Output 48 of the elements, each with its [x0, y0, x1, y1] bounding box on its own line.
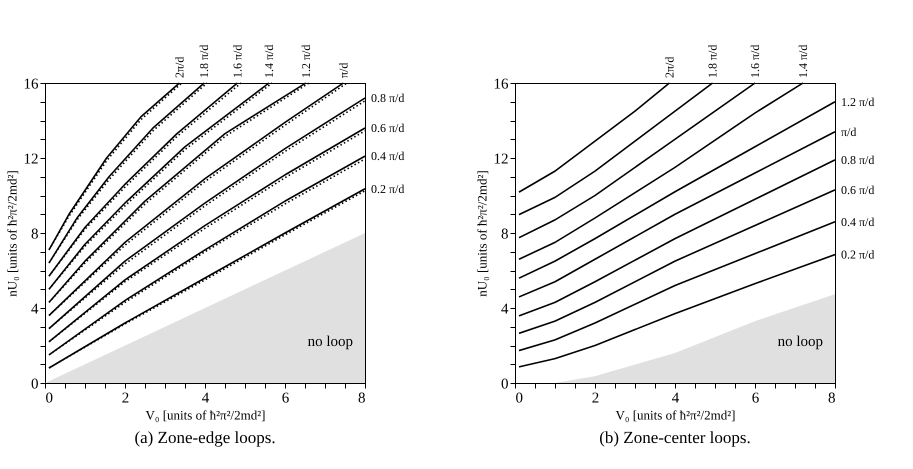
series-label: 1.2 π/d	[841, 94, 874, 109]
text: π/d	[336, 62, 350, 78]
annotation: no loop	[308, 334, 353, 350]
x-axis-title: V₀ [units of ħ²π²/2md²]	[616, 408, 736, 422]
y-tick-label: 0	[31, 376, 38, 392]
y-tick-label: 0	[501, 376, 508, 392]
text: 1.2 π/d	[298, 44, 313, 78]
x-tick-label: 6	[282, 390, 290, 406]
y-tick-label: 4	[31, 302, 39, 318]
text: (a) Zone-edge loops.	[134, 428, 276, 447]
y-tick-label: 12	[494, 152, 508, 168]
y-tick-label: 8	[31, 226, 38, 242]
x-tick-label: 0	[46, 390, 53, 406]
x-tick-label: 0	[516, 390, 523, 406]
x-tick-label: 4	[202, 390, 210, 406]
y-tick-label: 4	[501, 302, 509, 318]
text: 1.4 π/d	[796, 44, 810, 78]
series-label: 0.8 π/d	[371, 91, 404, 105]
x-tick-label: 2	[592, 390, 600, 406]
text: 1.4 π/d	[262, 44, 276, 78]
x-tick-label: 8	[358, 390, 366, 406]
series-label: 0.8 π/d	[841, 152, 874, 167]
text: 2π/d	[172, 56, 186, 78]
series-label: 0.2 π/d	[371, 182, 404, 196]
text: 1.8 π/d	[197, 44, 212, 78]
x-tick-label: 4	[672, 390, 680, 406]
y-axis-title: nU₀ [units of ħ²π²/2md²]	[474, 170, 490, 297]
x-tick-label: 2	[122, 390, 130, 406]
x-tick-label: 8	[828, 390, 836, 406]
y-tick-label: 16	[494, 76, 509, 92]
series-label: 0.6 π/d	[841, 182, 874, 197]
y-tick-label: 16	[24, 76, 39, 92]
text: 2π/d	[662, 56, 676, 78]
series-label: π/d	[841, 124, 856, 139]
x-axis-title: V₀ [units of ħ²π²/2md²]	[146, 408, 266, 422]
y-tick-label: 8	[501, 226, 508, 242]
y-tick-label: 12	[24, 152, 38, 168]
series-label: 0.2 π/d	[841, 248, 874, 262]
text: 1.6 π/d	[230, 44, 244, 78]
x-tick-label: 6	[752, 390, 760, 406]
series-label: 0.4 π/d	[841, 214, 874, 229]
text: (b) Zone-center loops.	[599, 428, 751, 447]
series-label: 0.4 π/d	[371, 149, 404, 164]
y-axis-title: nU₀ [units of ħ²π²/2md²]	[4, 170, 20, 297]
annotation: no loop	[778, 334, 823, 350]
series-label: 0.6 π/d	[371, 121, 404, 135]
text: 1.8 π/d	[706, 44, 720, 78]
text: 1.6 π/d	[748, 44, 762, 78]
